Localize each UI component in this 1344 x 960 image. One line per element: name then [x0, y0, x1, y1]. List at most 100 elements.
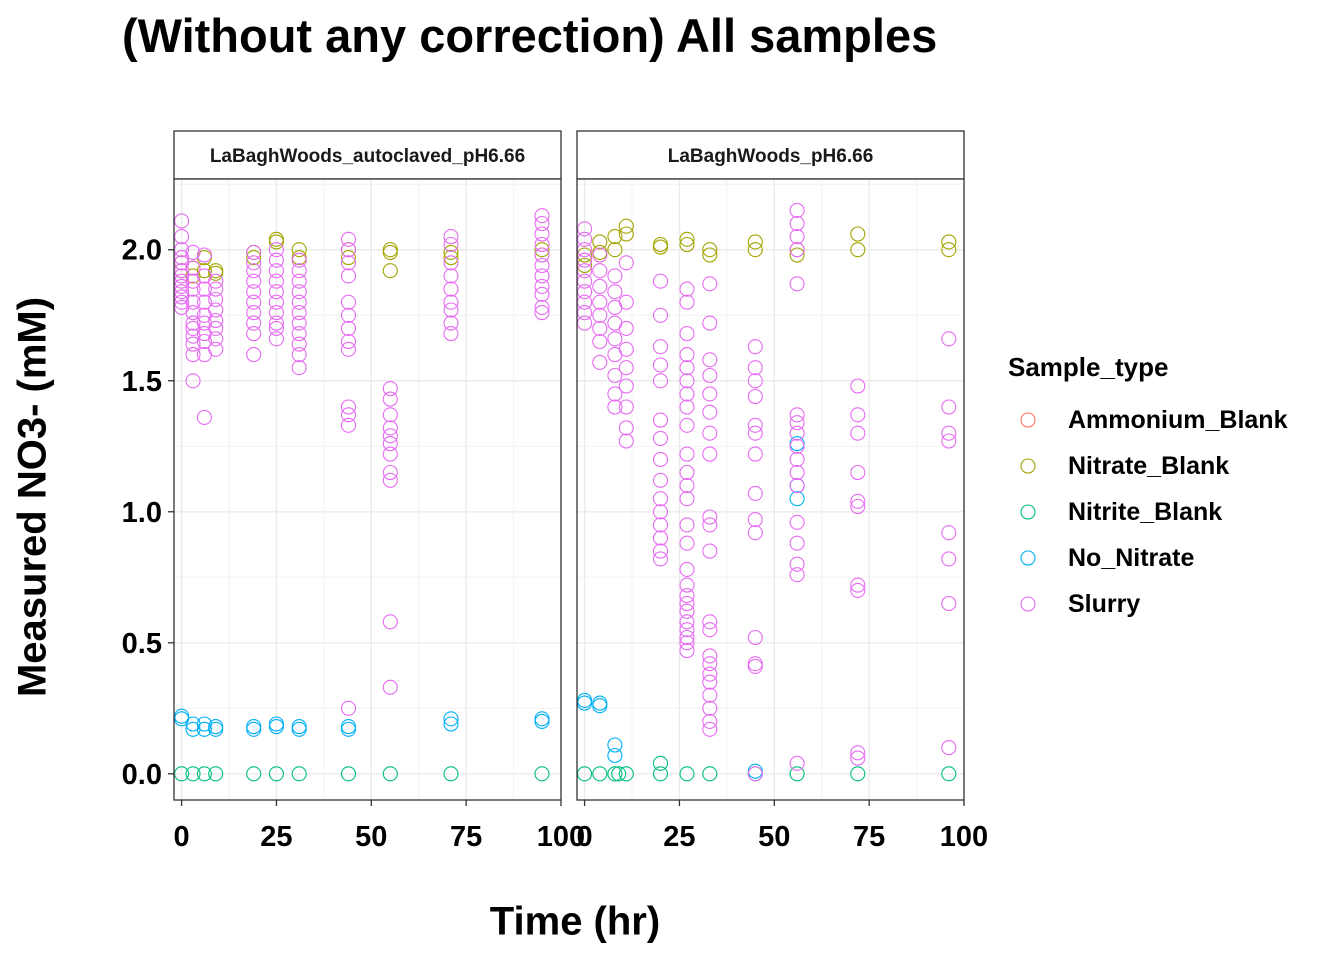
data-point: [702, 446, 718, 462]
data-point: [789, 247, 805, 263]
data-point: [196, 294, 212, 310]
x-tick-label: 25: [663, 821, 695, 853]
data-point: [592, 278, 608, 294]
data-point: [747, 658, 763, 674]
data-point: [443, 711, 459, 727]
data-point: [592, 307, 608, 323]
data-point: [291, 294, 307, 310]
data-point: [652, 273, 669, 289]
legend-item: Ammonium_Blank: [1008, 397, 1287, 443]
data-point: [607, 747, 623, 764]
data-point: [789, 407, 805, 423]
data-point: [652, 551, 669, 567]
x-tick-label: 100: [537, 821, 585, 853]
x-tick-label: 50: [355, 821, 387, 853]
data-point: [185, 373, 201, 389]
data-point: [291, 766, 307, 782]
data-point: [618, 255, 634, 271]
data-point: [268, 284, 284, 300]
data-point: [850, 498, 866, 515]
data-point: [611, 766, 627, 782]
data-point: [382, 242, 398, 258]
data-point: [607, 737, 623, 753]
data-point: [196, 766, 212, 782]
data-point: [702, 721, 718, 737]
data-point: [941, 242, 957, 258]
data-point: [246, 721, 262, 737]
data-point: [340, 250, 357, 266]
data-point: [382, 766, 398, 782]
data-point: [340, 719, 357, 735]
data-point: [607, 766, 623, 782]
data-point: [185, 766, 201, 782]
legend-item: Nitrate_Blank: [1008, 443, 1287, 489]
legend-item: Slurry: [1008, 581, 1287, 627]
data-point: [382, 436, 398, 452]
data-point: [268, 320, 284, 336]
data-point: [702, 276, 718, 292]
data-point: [592, 333, 608, 350]
data-point: [652, 530, 669, 546]
data-point: [652, 517, 669, 533]
x-tick-label: 75: [450, 821, 482, 853]
data-point: [941, 766, 957, 782]
data-point: [850, 242, 866, 258]
data-point: [789, 514, 805, 530]
data-point: [534, 215, 550, 232]
data-point: [679, 588, 695, 604]
data-point: [618, 320, 634, 336]
data-point: [789, 438, 805, 454]
legend-item: No_Nitrate: [1008, 535, 1287, 581]
data-point: [679, 326, 695, 342]
data-point: [340, 307, 357, 323]
data-point: [291, 336, 307, 352]
data-point: [382, 446, 398, 462]
data-point: [789, 425, 805, 441]
data-point: [340, 407, 357, 423]
data-point: [941, 399, 957, 415]
y-tick-label: 1.0: [122, 497, 162, 529]
data-point: [185, 281, 201, 297]
data-point: [747, 485, 763, 501]
data-point: [291, 252, 307, 268]
data-point: [702, 666, 718, 682]
data-point: [208, 291, 224, 308]
y-tick-label: 1.5: [122, 366, 162, 398]
data-point: [679, 478, 695, 494]
data-point: [268, 263, 284, 279]
data-point: [789, 755, 805, 771]
data-point: [607, 284, 623, 300]
data-point: [789, 229, 805, 245]
data-point: [679, 766, 695, 782]
data-point: [443, 250, 459, 266]
data-point: [679, 643, 695, 659]
data-point: [747, 512, 763, 528]
y-tick-label: 2.0: [122, 235, 162, 267]
data-point: [789, 478, 805, 494]
panel-background: [577, 179, 964, 800]
data-point: [618, 378, 634, 394]
data-point: [443, 315, 459, 331]
data-point: [850, 425, 866, 441]
data-point: [652, 766, 669, 782]
data-point: [268, 331, 284, 347]
data-point: [208, 312, 224, 329]
data-point: [702, 674, 718, 690]
legend-items: Ammonium_Blank Nitrate_Blank Nitrite_Blank…: [1008, 397, 1287, 627]
data-point: [291, 360, 307, 376]
data-point: [592, 354, 608, 370]
panel-border: [576, 178, 965, 801]
data-point: [702, 622, 718, 638]
data-point: [592, 766, 608, 782]
data-point: [850, 226, 866, 242]
legend-key: [1008, 548, 1048, 568]
data-point: [679, 635, 695, 651]
data-point: [382, 263, 398, 279]
data-point: [443, 716, 459, 732]
data-point: [679, 535, 695, 551]
data-point: [652, 504, 669, 520]
data-point: [679, 629, 695, 646]
data-point: [941, 425, 957, 441]
data-point: [382, 420, 398, 436]
data-point: [208, 766, 224, 782]
